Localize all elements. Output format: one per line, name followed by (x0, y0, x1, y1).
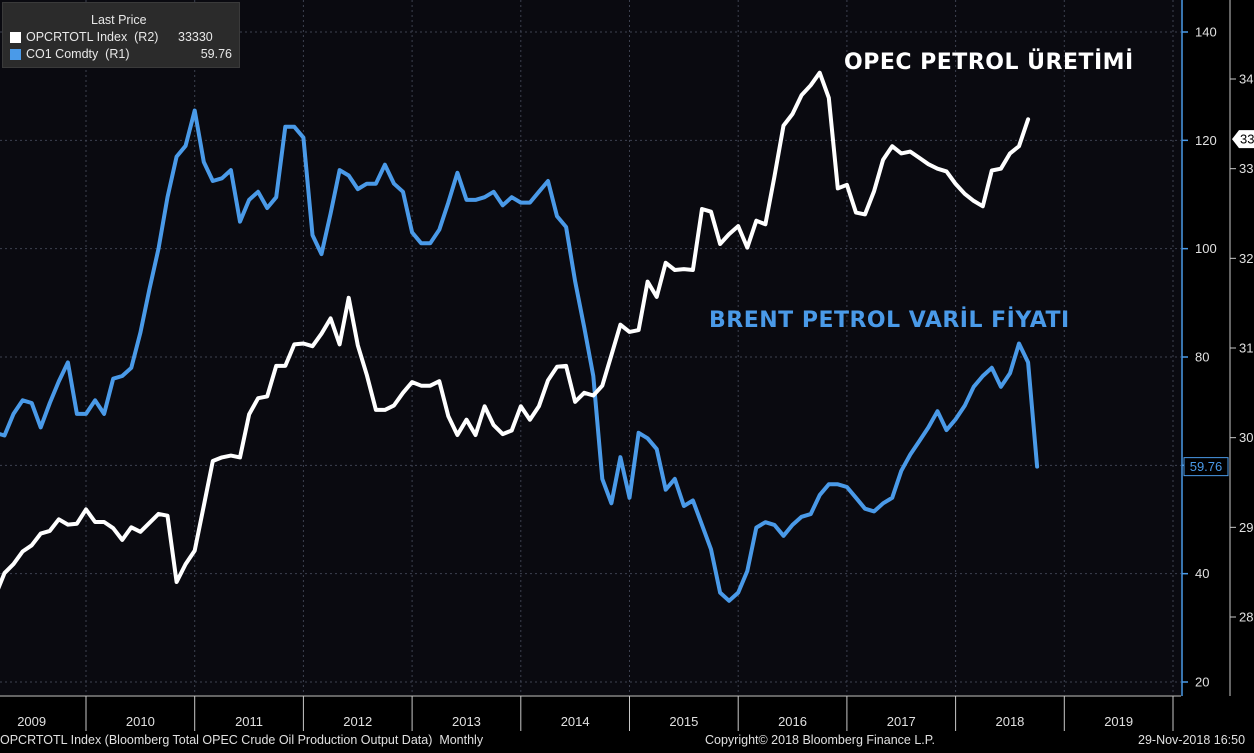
last-value-label-brent: 59.76 (1190, 459, 1223, 474)
legend-series-value: 59.76 (200, 47, 232, 61)
last-value-tag-brent (1183, 457, 1229, 477)
r2-tick-label: 310 (1239, 341, 1254, 356)
r1-tick-label: 80 (1195, 350, 1209, 365)
r2-tick-label: 330 (1239, 161, 1254, 176)
footer-source: OPCRTOTL Index (Bloomberg Total OPEC Cru… (0, 733, 484, 747)
r1-tick-label: 40 (1195, 566, 1209, 581)
r2-tick-label: 340 (1239, 72, 1254, 87)
r2-tick-label: 300 (1239, 430, 1254, 445)
x-axis-band (0, 696, 1254, 753)
legend-series-name: CO1 Comdty (R1) (26, 47, 130, 61)
legend-series-value: 33330 (178, 30, 213, 44)
series-layer (0, 70, 1040, 603)
x-tick-label: 2012 (343, 714, 372, 729)
legend-item-opcrtotl: OPCRTOTL Index (R2) 33330 (10, 30, 236, 46)
footer-copyright: Copyright© 2018 Bloomberg Finance L.P. (705, 733, 935, 747)
series-line-brent (0, 108, 1040, 603)
x-tick-label: 2009 (17, 714, 46, 729)
footer-timestamp: 29-Nov-2018 16:50 (1138, 733, 1246, 747)
r1-tick-label: 140 (1195, 25, 1217, 40)
legend-series-name: OPCRTOTL Index (R2) (26, 30, 159, 44)
right-axis-band (1182, 0, 1254, 696)
x-tick-label: 2013 (452, 714, 481, 729)
x-tick-label: 2017 (887, 714, 916, 729)
x-tick-label: 2016 (778, 714, 807, 729)
annotation-opec: OPEC PETROL ÜRETİMİ (844, 49, 1134, 75)
legend-item-co1: CO1 Comdty (R1) 59.76 (10, 47, 236, 63)
last-value-tag-opec (1232, 130, 1254, 149)
x-tick-label: 2010 (126, 714, 155, 729)
annotation-brent: BRENT PETROL VARİL FİYATI (709, 307, 1070, 333)
x-tick-label: 2011 (235, 714, 263, 729)
series-line-opec (0, 70, 1031, 590)
legend-swatch-white (10, 32, 21, 43)
plot-background (0, 0, 1181, 695)
r1-tick-label: 120 (1195, 133, 1217, 148)
x-tick-label: 2014 (561, 714, 590, 729)
x-tick-label: 2019 (1104, 714, 1133, 729)
r1-tick-label: 20 (1195, 675, 1209, 690)
r1-tick-label: 100 (1195, 241, 1217, 256)
legend-title: Last Price (91, 13, 147, 27)
r2-tick-label: 280 (1239, 610, 1254, 625)
r2-tick-label: 320 (1239, 251, 1254, 266)
x-tick-label: 2015 (669, 714, 698, 729)
last-value-label-opec: 333 (1240, 132, 1254, 147)
legend: Last Price OPCRTOTL Index (R2) 33330 CO1… (2, 2, 240, 68)
legend-swatch-blue (10, 49, 21, 60)
x-tick-label: 2018 (995, 714, 1024, 729)
r2-tick-label: 290 (1239, 520, 1254, 535)
